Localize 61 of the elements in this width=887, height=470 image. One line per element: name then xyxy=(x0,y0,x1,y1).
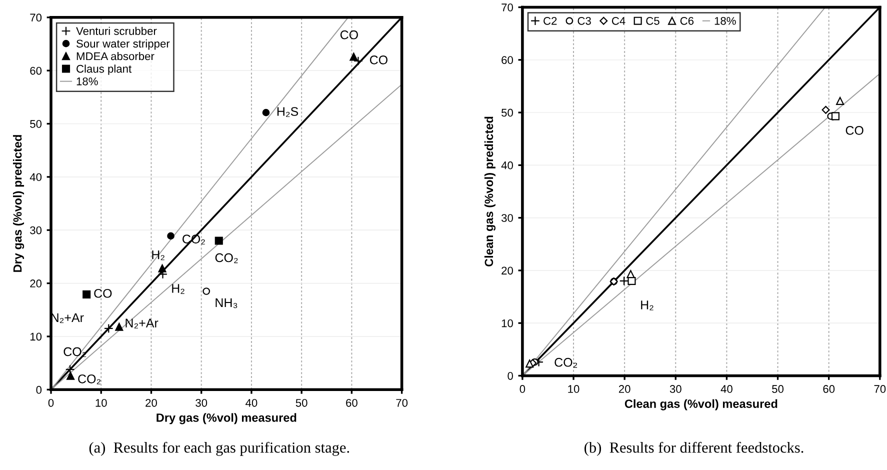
x-tick-label: 30 xyxy=(196,398,208,407)
y-tick-label: 60 xyxy=(502,56,513,64)
legend-label: Claus plant xyxy=(76,64,132,75)
x-tick-label: 40 xyxy=(720,385,732,393)
legend-label: MDEA absorber xyxy=(76,52,154,60)
y-tick-label: 20 xyxy=(30,280,42,288)
legend-label: C2 xyxy=(544,16,557,25)
annotation: CO xyxy=(94,288,112,298)
annotation: CO xyxy=(846,126,864,135)
legend-label: C6 xyxy=(680,16,694,25)
x-axis-title: Dry gas (%vol) measured xyxy=(156,413,296,424)
y-tick-label: 70 xyxy=(30,14,42,22)
y-tick-label: 70 xyxy=(502,4,513,12)
legend-label: C5 xyxy=(646,16,660,25)
text: (a) Results for each gas purification stage. xyxy=(89,442,350,456)
annotation: CO xyxy=(340,30,358,40)
annotation: CO₂ xyxy=(78,374,100,384)
x-tick-label: 50 xyxy=(296,398,308,407)
x-tick-label: 50 xyxy=(772,385,784,393)
y-tick-label: 60 xyxy=(30,66,42,75)
y-tick-label: 10 xyxy=(30,332,42,341)
x-tick-label: 20 xyxy=(146,398,157,407)
legend-label: Venturi scrubber xyxy=(76,26,157,35)
x-tick-label: 60 xyxy=(346,398,358,407)
x-tick-label: 60 xyxy=(823,385,835,393)
x-axis-title: Clean gas (%vol) measured xyxy=(624,399,778,410)
y-tick-label: 40 xyxy=(501,161,513,170)
annotation: CO₂ xyxy=(215,253,238,264)
annotation: H₂ xyxy=(152,250,164,260)
x-tick-label: 40 xyxy=(246,398,258,407)
annotation: N₂+Ar xyxy=(126,318,158,328)
y-axis-title: Clean gas (%vol) predicted xyxy=(484,116,496,266)
legend-label: 18% xyxy=(714,16,736,25)
y-tick-label: 50 xyxy=(30,120,42,128)
x-tick-label: 10 xyxy=(568,385,580,393)
legend-label: Sour water stripper xyxy=(76,39,170,50)
x-tick-label: 70 xyxy=(874,385,886,393)
annotation: NH₃ xyxy=(216,298,238,308)
annotation: CO xyxy=(370,56,388,64)
x-tick-label: 20 xyxy=(618,385,630,393)
annotation: H₂ xyxy=(172,284,184,294)
text: (b) Results for different feedstocks. xyxy=(584,442,804,456)
annotation: CO₂ xyxy=(554,358,578,368)
y-tick-label: 10 xyxy=(502,319,513,328)
x-tick-label: 0 xyxy=(520,385,526,393)
legend-label: 18% xyxy=(76,77,98,86)
x-tick-label: 70 xyxy=(396,398,408,407)
y-tick-label: 30 xyxy=(501,214,513,222)
y-tick-label: 0 xyxy=(508,372,513,380)
y-tick-label: 40 xyxy=(30,173,42,182)
y-tick-label: 50 xyxy=(502,108,513,117)
y-tick-label: 30 xyxy=(30,226,42,234)
y-axis-title: Dry gas (%vol) predicted xyxy=(13,135,24,272)
x-tick-label: 10 xyxy=(96,398,107,407)
annotation: H₂ xyxy=(641,300,654,310)
x-tick-label: 30 xyxy=(670,385,682,393)
y-tick-label: 20 xyxy=(502,266,513,275)
legend-label: C3 xyxy=(578,16,591,25)
annotation: H₂S xyxy=(277,107,298,117)
x-tick-label: 0 xyxy=(48,398,54,407)
legend-label: C4 xyxy=(612,16,626,25)
